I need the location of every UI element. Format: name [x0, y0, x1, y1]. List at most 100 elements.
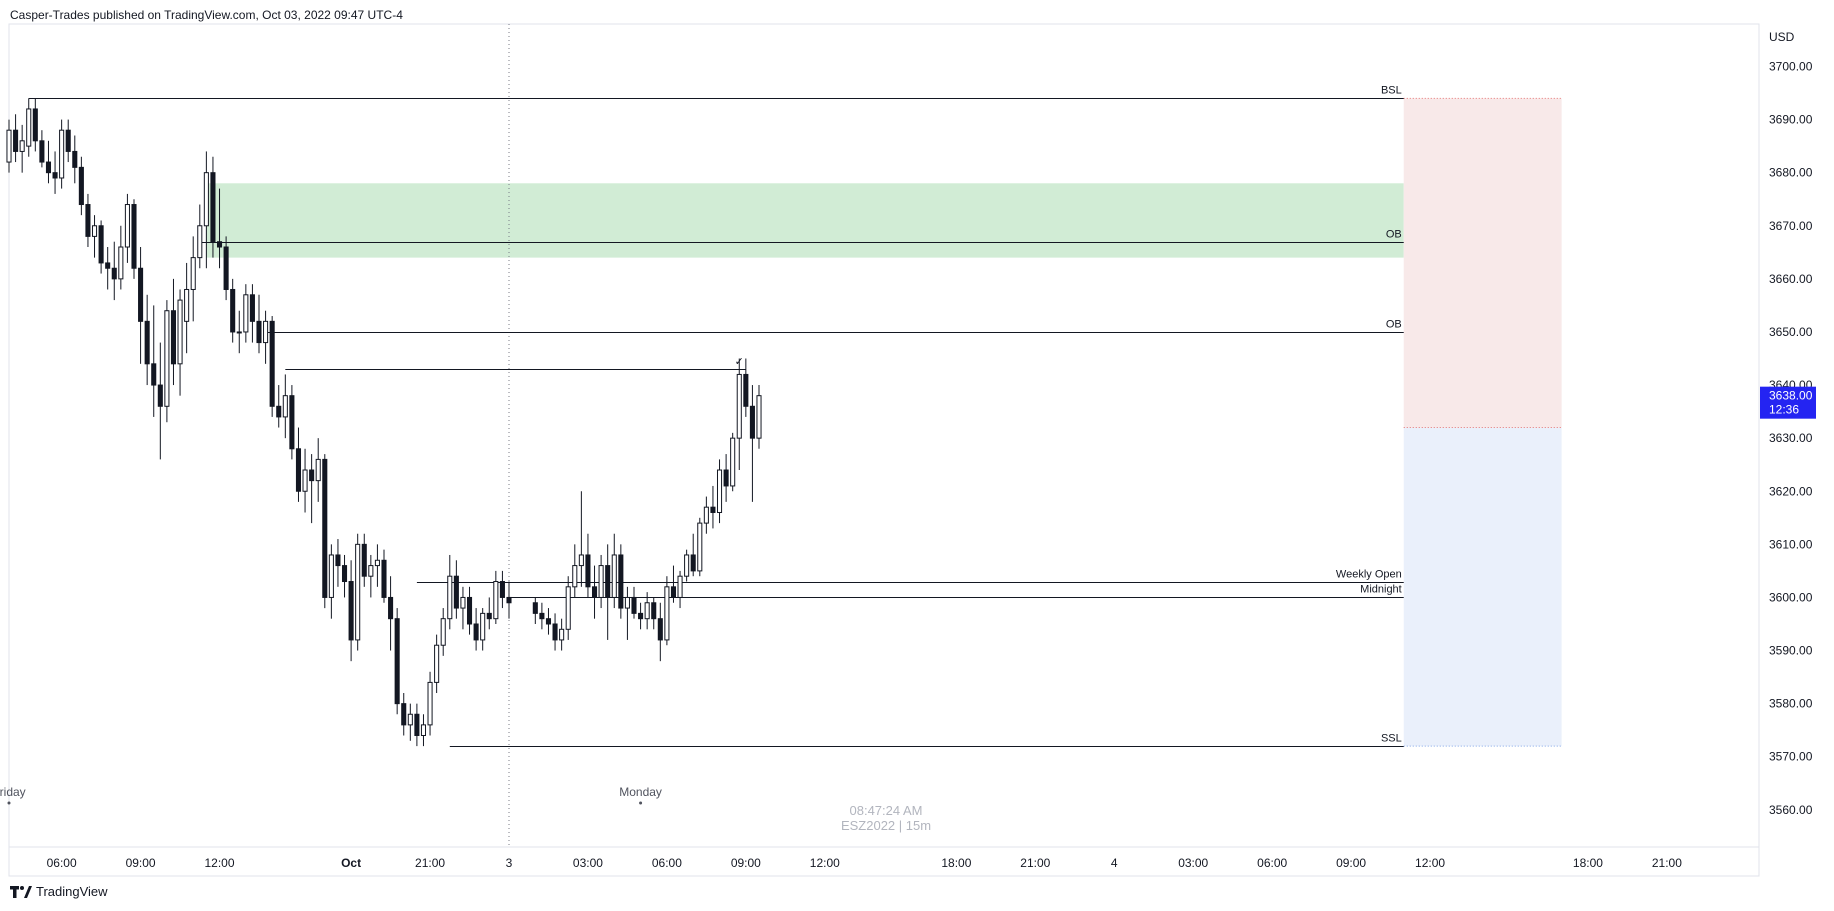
candle[interactable]: [684, 549, 690, 582]
tradingview-logo[interactable]: TradingView: [10, 884, 108, 899]
candle[interactable]: [427, 671, 433, 736]
candle[interactable]: [39, 130, 45, 168]
candle[interactable]: [716, 459, 723, 524]
candle[interactable]: [328, 544, 334, 619]
candle[interactable]: [289, 385, 295, 460]
candle[interactable]: [124, 193, 130, 263]
candle[interactable]: [263, 310, 269, 364]
candle[interactable]: [743, 358, 749, 417]
candle[interactable]: [664, 576, 670, 646]
candle[interactable]: [170, 278, 177, 386]
candle[interactable]: [631, 586, 637, 619]
order-block-zone[interactable]: [206, 183, 1404, 258]
candle[interactable]: [552, 613, 558, 651]
candle[interactable]: [111, 241, 117, 301]
candle[interactable]: [657, 602, 663, 662]
candle[interactable]: [539, 602, 545, 630]
candle[interactable]: [361, 533, 367, 587]
candle[interactable]: [256, 294, 262, 354]
candle[interactable]: [447, 554, 453, 630]
candle[interactable]: [302, 448, 308, 513]
candle[interactable]: [341, 554, 348, 598]
candle[interactable]: [420, 714, 427, 747]
candle[interactable]: [85, 193, 91, 248]
candle[interactable]: [605, 544, 611, 640]
candle[interactable]: [480, 608, 486, 651]
candle[interactable]: [282, 374, 288, 439]
candle[interactable]: [243, 284, 249, 343]
candle[interactable]: [65, 119, 71, 163]
candle[interactable]: [197, 204, 203, 269]
candle[interactable]: [565, 576, 571, 640]
candle[interactable]: [598, 554, 604, 609]
candle[interactable]: [355, 533, 361, 651]
candle[interactable]: [466, 586, 473, 635]
candle[interactable]: [295, 427, 302, 502]
candle[interactable]: [434, 634, 440, 694]
candle[interactable]: [118, 225, 124, 290]
candle[interactable]: [749, 385, 755, 502]
candle[interactable]: [368, 554, 374, 598]
candle[interactable]: [690, 533, 696, 577]
candle[interactable]: [315, 438, 321, 502]
candle[interactable]: [78, 156, 84, 216]
candle[interactable]: [670, 565, 677, 603]
candle[interactable]: [486, 597, 492, 630]
candle[interactable]: [322, 454, 328, 609]
candle[interactable]: [618, 544, 624, 619]
candle[interactable]: [98, 220, 104, 274]
candle[interactable]: [203, 151, 209, 269]
candle[interactable]: [157, 342, 163, 460]
candle[interactable]: [440, 608, 446, 656]
candle[interactable]: [414, 703, 420, 747]
candle[interactable]: [223, 236, 229, 301]
candle[interactable]: [394, 608, 400, 715]
candle[interactable]: [572, 544, 578, 598]
candle[interactable]: [730, 432, 736, 492]
candle[interactable]: [624, 586, 630, 640]
candle[interactable]: [473, 608, 479, 651]
candle[interactable]: [710, 485, 716, 529]
candle[interactable]: [644, 592, 650, 630]
candle[interactable]: [591, 565, 598, 619]
candle[interactable]: [756, 385, 762, 449]
candle[interactable]: [151, 305, 157, 417]
candle[interactable]: [407, 703, 413, 741]
candle[interactable]: [184, 262, 190, 354]
candle[interactable]: [164, 300, 170, 423]
candle[interactable]: [230, 278, 236, 343]
candle[interactable]: [638, 602, 644, 630]
candle[interactable]: [453, 560, 459, 619]
candle[interactable]: [651, 597, 657, 630]
candle[interactable]: [493, 570, 499, 624]
candle[interactable]: [677, 570, 683, 609]
candle[interactable]: [138, 247, 144, 364]
candle[interactable]: [32, 98, 38, 152]
candle[interactable]: [249, 284, 255, 343]
candle[interactable]: [276, 385, 282, 428]
candle[interactable]: [532, 597, 538, 624]
candle[interactable]: [499, 570, 505, 609]
candle[interactable]: [585, 533, 591, 598]
candle[interactable]: [19, 124, 25, 173]
candle[interactable]: [72, 135, 78, 184]
candle[interactable]: [506, 581, 512, 619]
candle[interactable]: [13, 114, 19, 163]
candle[interactable]: [736, 358, 742, 471]
candle[interactable]: [401, 693, 407, 736]
candle[interactable]: [460, 586, 466, 630]
candle[interactable]: [216, 188, 223, 269]
position-target-zone[interactable]: [1403, 427, 1562, 747]
candle[interactable]: [374, 544, 380, 587]
candle[interactable]: [697, 517, 703, 577]
candle[interactable]: [190, 236, 196, 322]
candle[interactable]: [611, 533, 617, 609]
candle[interactable]: [381, 549, 387, 603]
candle[interactable]: [52, 151, 58, 194]
candle[interactable]: [26, 98, 32, 157]
candle[interactable]: [236, 310, 242, 354]
candle[interactable]: [91, 215, 98, 258]
candle[interactable]: [578, 491, 584, 587]
candle[interactable]: [545, 608, 552, 635]
